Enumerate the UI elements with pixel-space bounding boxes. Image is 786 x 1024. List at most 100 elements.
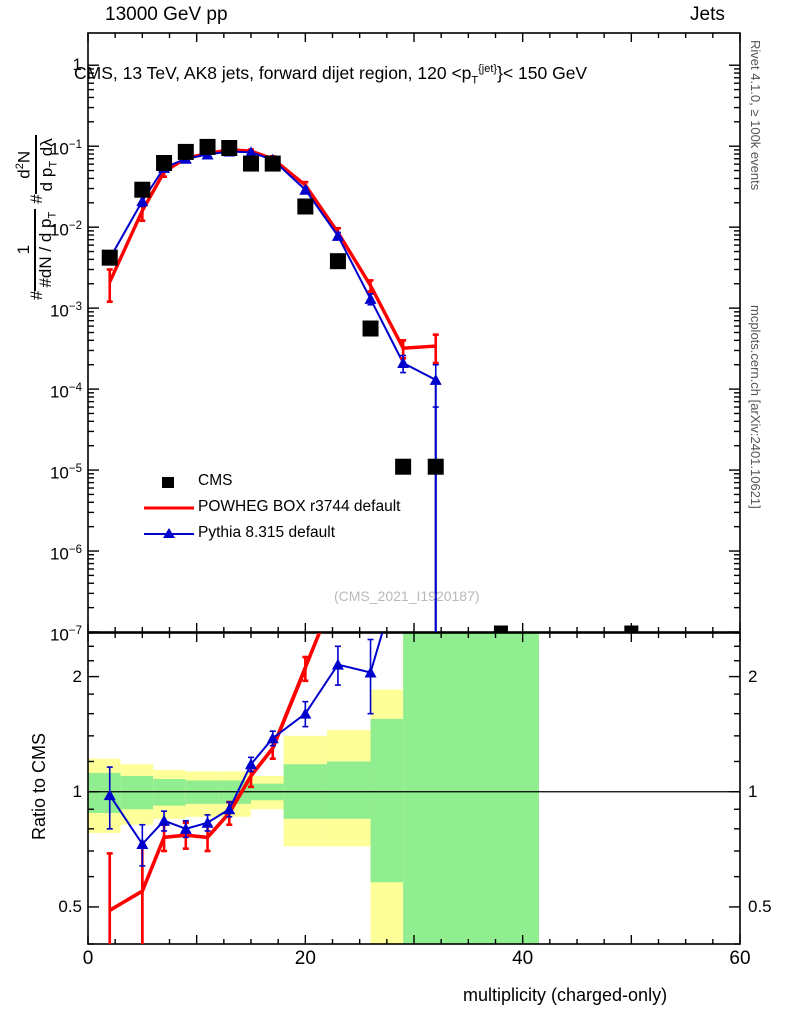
main-y-tick-base: 1	[72, 55, 82, 75]
main-y-tick-exp: −7	[68, 625, 82, 637]
cms-marker	[156, 154, 173, 171]
band-green	[327, 761, 371, 819]
ratio-data-series	[103, 633, 384, 944]
x-tick-3: 60	[729, 948, 751, 969]
plot-title-main: CMS, 13 TeV, AK8 jets, forward dijet reg…	[74, 62, 472, 83]
x-tick-0: 0	[82, 948, 94, 969]
axis-ticks	[87, 33, 741, 945]
ratio-pythia-marker	[223, 803, 236, 815]
cms-marker	[177, 143, 194, 160]
main-y-tick-4: 10−4	[20, 380, 82, 401]
cms-marker	[395, 458, 412, 475]
cms-marker	[493, 625, 508, 632]
ratio-pythia-marker	[103, 789, 116, 801]
main-y-tick-1: 10−1	[20, 137, 82, 158]
main-y-tick-3: 10−3	[20, 299, 82, 320]
ratio-y-tick-left-0: 0.5	[58, 896, 82, 916]
legend-label-powheg: POWHEG BOX r3744 default	[198, 498, 401, 515]
cms-marker	[221, 139, 238, 156]
main-y-tick-exp: −2	[68, 220, 82, 233]
legend-item-pythia[interactable]: Pythia 8.315 default	[140, 520, 400, 546]
cms-marker-icon	[140, 474, 198, 488]
main-y-tick-2: 10−2	[20, 218, 82, 239]
legend: CMS POWHEG BOX r3744 default Pythia 8.31…	[140, 468, 400, 546]
main-y-tick-base: 10	[49, 220, 69, 240]
main-y-tick-exp: −3	[68, 301, 82, 314]
ratio-pythia-marker	[201, 816, 214, 828]
plot-title-sup: {jet}	[478, 63, 498, 75]
series-line-pythia	[108, 150, 437, 381]
ratio-pythia-marker	[331, 658, 344, 670]
ratio-pythia-offscale	[369, 633, 384, 673]
powheg-line-icon	[140, 500, 198, 514]
main-y-tick-exp: −1	[68, 139, 82, 152]
band-green	[120, 775, 154, 810]
main-y-tick-base: 10	[49, 139, 69, 159]
ratio-pythia-marker	[245, 758, 257, 770]
series-line-powheg	[108, 148, 436, 350]
band-green	[370, 718, 404, 883]
ratio-pythia-marker	[364, 666, 377, 678]
main-y-tick-base: 10	[49, 301, 69, 321]
header-beam-label: 13000 GeV pp	[105, 4, 228, 25]
ratio-y-tick-right-2: 2	[748, 666, 758, 686]
pythia-marker	[299, 183, 312, 195]
ratio-uncertainty-bands	[88, 633, 539, 944]
ratio-y-tick-right-1: 1	[748, 781, 758, 801]
ratio-pythia-marker	[136, 838, 149, 850]
ratio-powheg-offscale	[271, 633, 322, 749]
legend-item-powheg[interactable]: POWHEG BOX r3744 default	[140, 494, 400, 520]
legend-item-cms[interactable]: CMS	[140, 468, 400, 494]
main-y-tick-5: 10−5	[20, 461, 82, 482]
pythia-marker	[429, 373, 442, 385]
cms-marker	[624, 625, 639, 632]
x-tick-2: 40	[512, 948, 534, 969]
pythia-marker	[397, 357, 410, 369]
cms-marker	[362, 320, 379, 337]
x-tick-1: 20	[294, 948, 316, 969]
pythia-marker	[136, 195, 149, 207]
pythia-marker	[331, 229, 344, 241]
ratio-pythia-marker	[179, 822, 192, 834]
cms-marker	[101, 249, 118, 266]
main-data-series	[101, 138, 639, 632]
header-analysis-label: Jets	[690, 4, 725, 25]
ratio-y-tick-right-0: 0.5	[748, 896, 772, 916]
ratio-y-tick-left-2: 2	[72, 666, 82, 686]
pythia-triangle-line-icon	[140, 526, 198, 540]
plot-title-sub: T	[471, 74, 479, 87]
ratio-y-tick-left-1: 1	[72, 781, 82, 801]
main-y-tick-base: 10	[49, 625, 69, 645]
pythia-marker	[245, 146, 257, 158]
cms-marker	[264, 155, 281, 172]
ratio-pythia-marker	[266, 732, 279, 744]
legend-label-cms: CMS	[198, 472, 233, 489]
pythia-marker	[364, 292, 377, 304]
band-green	[88, 772, 121, 813]
cms-marker	[329, 253, 346, 270]
main-y-tick-7: 10−7	[20, 623, 82, 644]
ratio-pythia-marker	[158, 814, 171, 826]
legend-label-pythia: Pythia 8.315 default	[198, 524, 336, 541]
cms-marker	[243, 155, 259, 172]
cms-marker	[427, 458, 444, 475]
cms-marker	[134, 181, 151, 198]
ratio-pythia-marker	[299, 707, 312, 719]
main-y-tick-base: 10	[49, 463, 69, 483]
ratio-y-axis-label: Ratio to CMS	[29, 732, 49, 840]
main-y-tick-6: 10−6	[20, 542, 82, 563]
main-y-tick-exp: −5	[68, 463, 82, 476]
x-axis-label: multiplicity (charged-only)	[463, 985, 668, 1005]
main-y-tick-base: 10	[49, 382, 69, 402]
main-y-tick-0: 1	[20, 56, 82, 73]
plot-title: CMS, 13 TeV, AK8 jets, forward dijet reg…	[74, 60, 587, 89]
main-y-tick-exp: −4	[68, 382, 82, 395]
main-y-tick-exp: −6	[68, 544, 82, 557]
analysis-id-watermark: (CMS_2021_I1920187)	[334, 588, 480, 604]
main-y-tick-base: 10	[49, 544, 69, 564]
band-green	[403, 633, 539, 944]
cms-marker	[297, 198, 314, 215]
cms-marker	[199, 138, 216, 155]
